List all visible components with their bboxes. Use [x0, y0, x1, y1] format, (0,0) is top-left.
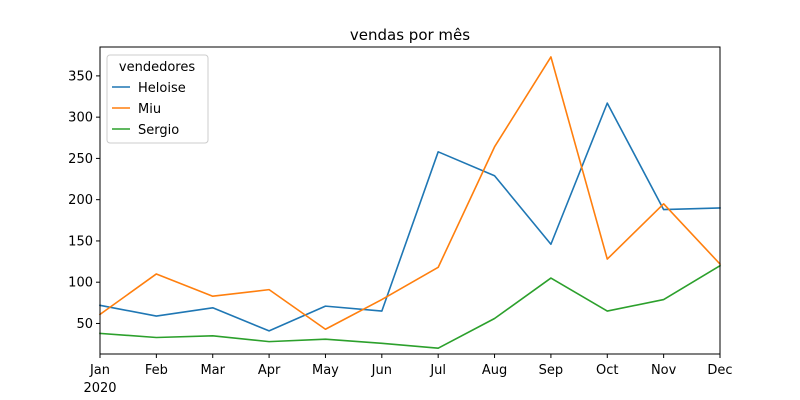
- x-tick-label-apr: Apr: [258, 363, 281, 378]
- x-year-label: 2020: [83, 381, 116, 396]
- x-tick-label-oct: Oct: [596, 363, 618, 378]
- y-tick-label-350: 350: [68, 69, 93, 84]
- data-point-miu-oct: [606, 258, 608, 260]
- data-point-heloise-mar: [212, 307, 214, 309]
- data-point-heloise-sep: [550, 243, 552, 245]
- data-point-miu-jun: [381, 299, 383, 301]
- y-tick-label-300: 300: [68, 111, 93, 126]
- x-tick-label-nov: Nov: [651, 363, 677, 378]
- y-tick-label-50: 50: [76, 317, 93, 332]
- series-line-miu: [98, 56, 722, 331]
- data-point-miu-aug: [494, 146, 496, 148]
- data-point-miu-sep: [550, 56, 552, 58]
- data-point-sergio-nov: [663, 299, 665, 301]
- legend-label-heloise: Heloise: [138, 81, 186, 96]
- x-tick-label-mar: Mar: [200, 363, 225, 378]
- legend: vendedores Heloise Miu Sergio: [106, 54, 209, 144]
- plot-frame: [99, 46, 721, 355]
- data-point-sergio-mar: [212, 335, 214, 337]
- data-point-miu-jul: [437, 267, 439, 269]
- series-line-heloise: [99, 102, 721, 332]
- y-tick-label-100: 100: [68, 276, 93, 291]
- legend-box: [106, 54, 209, 144]
- data-point-sergio-feb: [156, 337, 158, 339]
- series-line-sergio: [99, 264, 722, 350]
- x-tick-label-sep: Sep: [539, 363, 564, 378]
- data-point-miu-nov: [663, 203, 665, 205]
- data-point-heloise-apr: [268, 330, 270, 332]
- x-tick-label-jul: Jul: [429, 363, 446, 378]
- y-axis: 50 100 150 200 250 300 350: [68, 69, 100, 332]
- legend-label-sergio: Sergio: [138, 123, 179, 138]
- data-point-sergio-jul: [437, 347, 439, 349]
- data-point-sergio-aug: [494, 318, 496, 320]
- y-tick-label-200: 200: [68, 193, 93, 208]
- data-point-heloise-may: [325, 305, 327, 307]
- data-point-heloise-oct: [606, 102, 608, 104]
- data-point-heloise-feb: [156, 315, 158, 317]
- x-tick-label-aug: Aug: [482, 363, 507, 378]
- data-point-sergio-sep: [550, 277, 552, 279]
- x-tick-label-feb: Feb: [145, 363, 168, 378]
- x-tick-label-dec: Dec: [707, 363, 732, 378]
- data-point-sergio-apr: [268, 341, 270, 343]
- data-point-miu-mar: [212, 295, 214, 297]
- legend-title: vendedores: [119, 60, 195, 75]
- x-axis: Jan Feb Mar Apr May Jun Jul Aug Sep Oct Nov Dec 2020: [83, 354, 733, 396]
- chart-title: vendas por mês: [350, 26, 470, 44]
- data-point-sergio-jun: [381, 342, 383, 344]
- data-point-sergio-oct: [606, 310, 608, 312]
- data-point-heloise-jul: [437, 151, 439, 153]
- y-tick-label-150: 150: [68, 234, 93, 249]
- data-point-miu-apr: [268, 289, 270, 291]
- x-tick-label-jan: Jan: [89, 363, 110, 378]
- data-point-heloise-aug: [494, 175, 496, 177]
- data-point-heloise-jun: [381, 310, 383, 312]
- x-tick-label-may: May: [312, 363, 339, 378]
- x-tick-label-jun: Jun: [371, 363, 392, 378]
- legend-label-miu: Miu: [138, 102, 161, 117]
- data-point-heloise-nov: [663, 209, 665, 211]
- data-point-sergio-may: [325, 338, 327, 340]
- data-point-miu-may: [325, 328, 327, 330]
- y-tick-label-250: 250: [68, 152, 93, 167]
- data-point-miu-feb: [156, 273, 158, 275]
- series-layer: [98, 56, 722, 350]
